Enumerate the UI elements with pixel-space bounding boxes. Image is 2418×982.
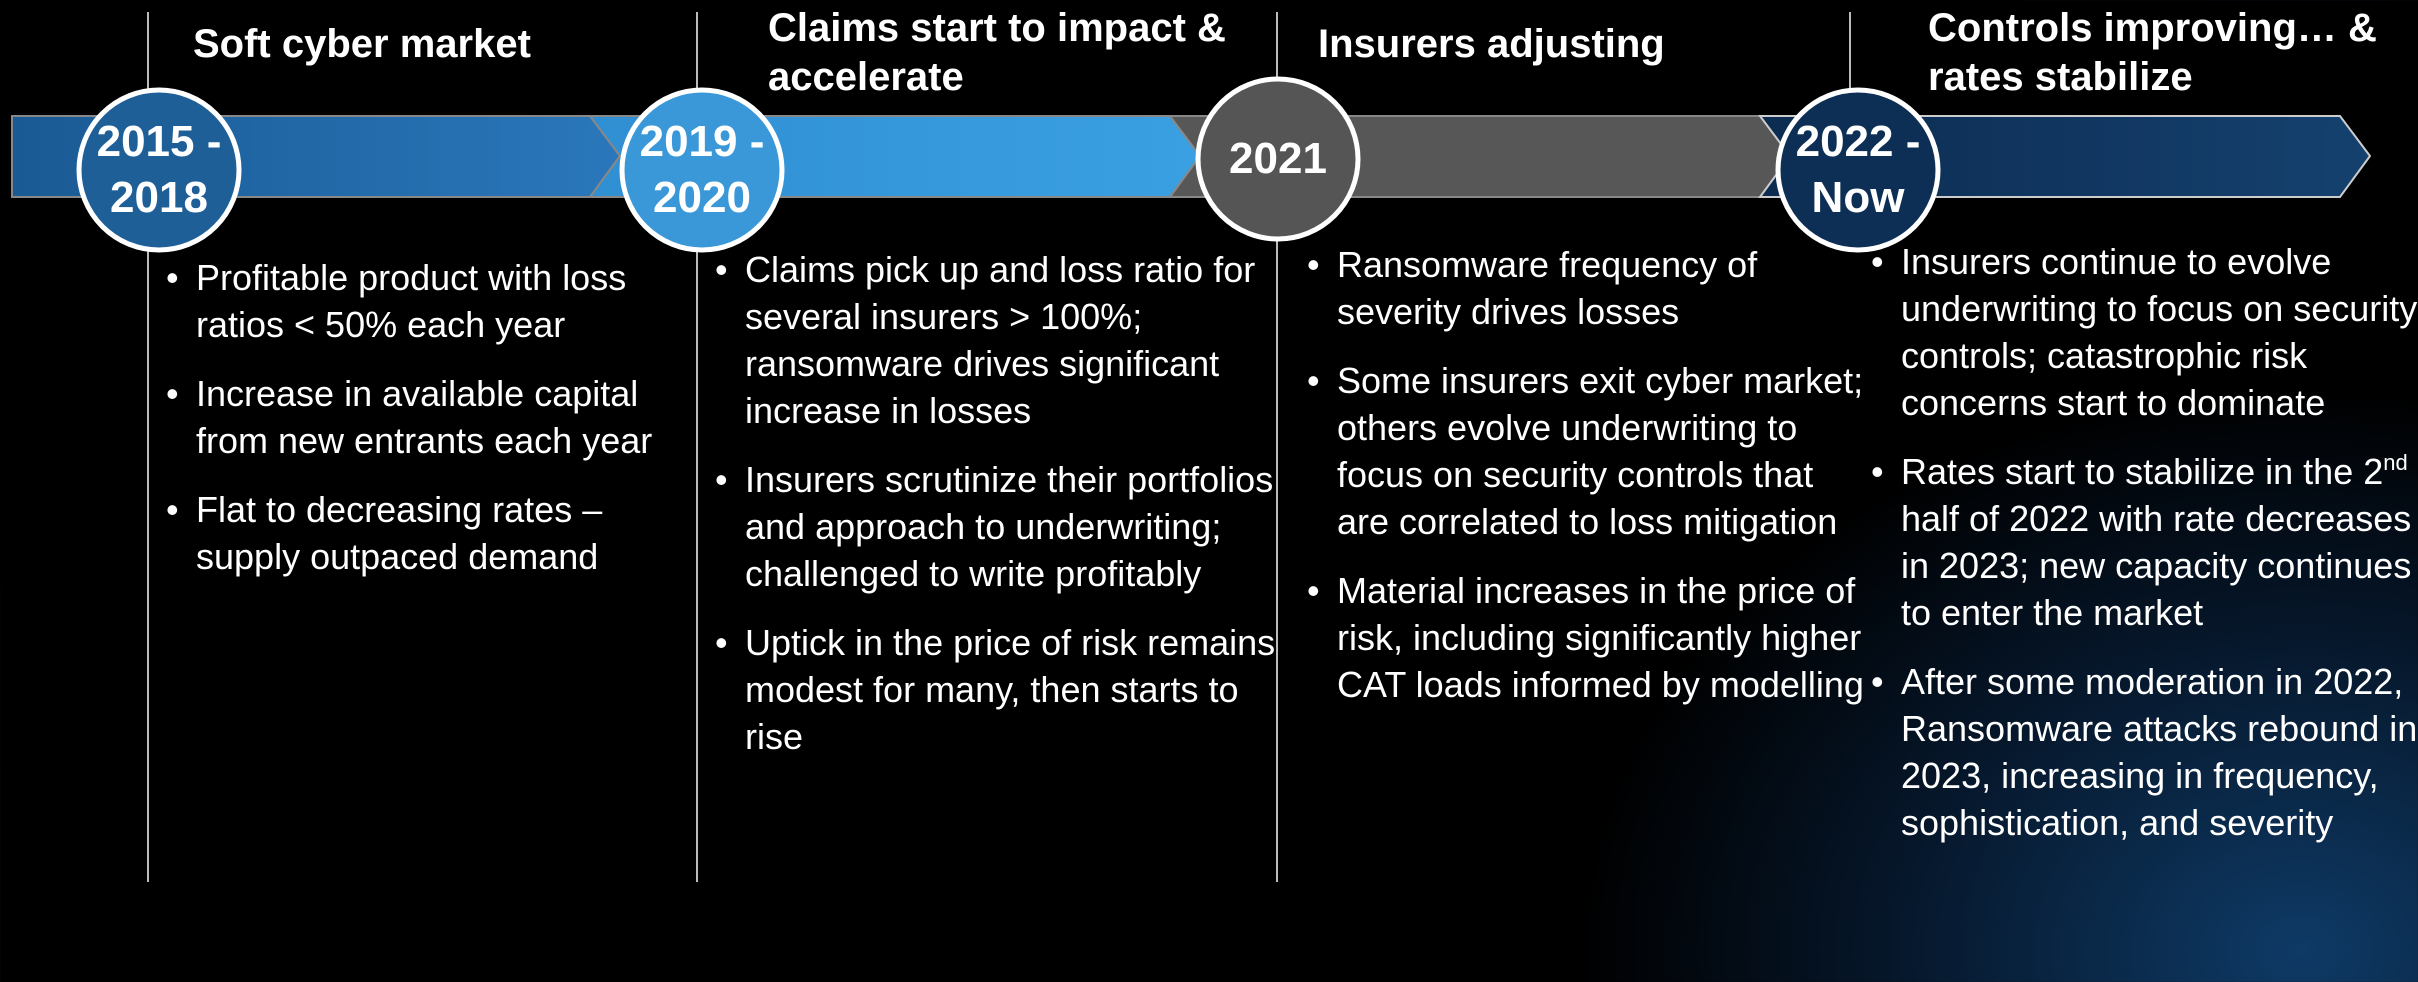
bullet-list: Insurers continue to evolve underwriting… [1869, 238, 2418, 868]
bullet-list: Claims pick up and loss ratio for severa… [713, 246, 1285, 782]
bullet: Rates start to stabilize in the 2nd half… [1871, 448, 2418, 636]
bullet-list: Ransomware frequency of severity drives … [1305, 241, 1867, 730]
bullet-list: Profitable product with loss ratios < 50… [164, 254, 716, 602]
bullet: Some insurers exit cyber market; others … [1307, 357, 1867, 545]
phase-title: Claims start to impact & accelerate [768, 6, 1226, 99]
period-label: 2022 - Now [1795, 117, 1921, 222]
bullet: Claims pick up and loss ratio for severa… [715, 246, 1285, 434]
bullet: Flat to decreasing rates – supply outpac… [166, 486, 716, 580]
bullet: Uptick in the price of risk remains mode… [715, 619, 1285, 760]
period-label: 2015 - 2018 [96, 117, 222, 222]
phase-title: Soft cyber market [193, 22, 531, 66]
circle-1 [76, 87, 242, 253]
period-label: 2021 [1229, 134, 1327, 183]
bullet-text: nd [2383, 450, 2408, 475]
bullet: Insurers continue to evolve underwriting… [1871, 238, 2418, 426]
phase-title: Insurers adjusting [1318, 22, 1665, 66]
bullet-text: Rates start to stabilize in the 2 [1901, 451, 2384, 492]
bullet: Insurers scrutinize their portfolios and… [715, 456, 1285, 597]
bullet-text: half of 2022 with rate decreases in 2023… [1901, 498, 2412, 633]
circle-2 [619, 87, 785, 253]
bullet: Profitable product with loss ratios < 50… [166, 254, 716, 348]
bullet: Ransomware frequency of severity drives … [1307, 241, 1867, 335]
bullet: Increase in available capital from new e… [166, 370, 716, 464]
circle-3 [1195, 76, 1361, 242]
bullet: Material increases in the price of risk,… [1307, 567, 1867, 708]
period-label: 2019 - 2020 [639, 117, 765, 222]
bullet: After some moderation in 2022, Ransomwar… [1871, 658, 2418, 846]
phase-title: Controls improving… & rates stabilize [1928, 6, 2377, 99]
